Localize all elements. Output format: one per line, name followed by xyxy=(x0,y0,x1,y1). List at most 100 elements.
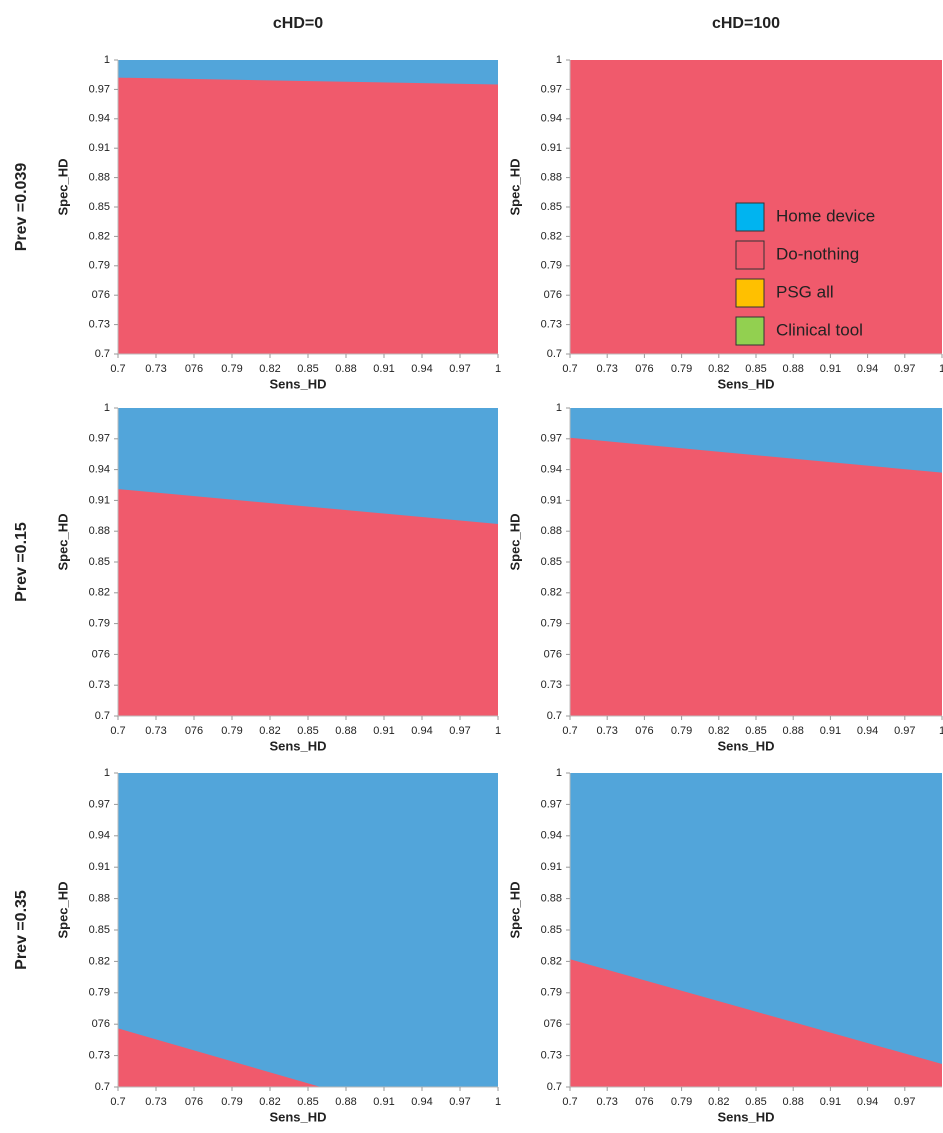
y-tick-label: 0.82 xyxy=(541,955,562,967)
y-tick-label: 0.88 xyxy=(89,172,110,184)
x-tick-label: 0.91 xyxy=(820,363,841,375)
x-axis-label: Sens_HD xyxy=(269,738,326,753)
y-tick-label: 0.97 xyxy=(541,433,562,445)
x-tick-label: 0.91 xyxy=(373,363,394,375)
x-tick-label: 1 xyxy=(495,1096,501,1108)
y-tick-label: 0.91 xyxy=(541,142,562,154)
y-tick-label: 076 xyxy=(92,289,110,301)
y-tick-label: 0.94 xyxy=(89,113,110,125)
x-tick-label: 0.73 xyxy=(145,725,166,737)
x-tick-label: 0.88 xyxy=(335,725,356,737)
y-tick-label: 1 xyxy=(104,54,110,66)
y-tick-label: 0.91 xyxy=(541,861,562,873)
legend-swatch xyxy=(735,278,765,308)
x-tick-label: 0.82 xyxy=(259,363,280,375)
y-axis-label: Spec_HD xyxy=(507,513,522,570)
y-tick-label: 0.79 xyxy=(541,987,562,999)
y-tick-label: 0.85 xyxy=(89,201,110,213)
x-tick-label: 0.85 xyxy=(297,1096,318,1108)
x-tick-label: 0.82 xyxy=(259,1096,280,1108)
y-tick-label: 0.88 xyxy=(541,893,562,905)
x-tick-label: 076 xyxy=(635,363,653,375)
y-tick-label: 0.94 xyxy=(541,830,562,842)
x-tick-label: 1 xyxy=(939,363,943,375)
y-tick-label: 0.7 xyxy=(547,348,562,360)
y-tick-label: 076 xyxy=(544,1018,562,1030)
y-tick-label: 0.85 xyxy=(89,924,110,936)
x-tick-label: 0.94 xyxy=(411,363,432,375)
legend-swatch xyxy=(735,240,765,270)
y-tick-label: 0.94 xyxy=(541,113,562,125)
y-tick-label: 076 xyxy=(544,648,562,660)
y-axis-label: Spec_HD xyxy=(55,881,70,938)
y-tick-label: 0.73 xyxy=(541,1050,562,1062)
y-tick-label: 0.7 xyxy=(95,1081,110,1093)
x-tick-label: 0.79 xyxy=(671,363,692,375)
y-tick-label: 076 xyxy=(544,289,562,301)
row-title: Prev =0.35 xyxy=(13,890,30,970)
x-tick-label: 0.94 xyxy=(411,1096,432,1108)
y-tick-label: 0.82 xyxy=(89,955,110,967)
y-tick-label: 0.79 xyxy=(89,987,110,999)
y-tick-label: 0.73 xyxy=(89,1050,110,1062)
x-tick-label: 076 xyxy=(635,725,653,737)
x-tick-label: 1 xyxy=(939,725,943,737)
x-tick-label: 0.73 xyxy=(596,363,617,375)
x-tick-label: 0.79 xyxy=(221,1096,242,1108)
y-tick-label: 0.79 xyxy=(89,260,110,272)
y-tick-label: 0.97 xyxy=(541,798,562,810)
y-tick-label: 0.82 xyxy=(89,230,110,242)
x-tick-label: 0.97 xyxy=(894,725,915,737)
y-tick-label: 0.88 xyxy=(89,893,110,905)
y-tick-label: 1 xyxy=(556,54,562,66)
x-tick-label: 0.88 xyxy=(782,1096,803,1108)
x-axis-label: Sens_HD xyxy=(269,1109,326,1124)
x-tick-label: 0.7 xyxy=(562,363,577,375)
x-tick-label: 0.79 xyxy=(221,725,242,737)
y-tick-label: 0.85 xyxy=(541,924,562,936)
x-tick-label: 076 xyxy=(185,363,203,375)
x-tick-label: 0.85 xyxy=(297,363,318,375)
y-tick-label: 0.7 xyxy=(95,710,110,722)
y-tick-label: 0.79 xyxy=(541,618,562,630)
y-axis-label: Spec_HD xyxy=(507,881,522,938)
do-nothing-region xyxy=(570,437,942,716)
y-tick-label: 0.73 xyxy=(89,319,110,331)
x-tick-label: 0.7 xyxy=(110,1096,125,1108)
x-tick-label: 1 xyxy=(495,363,501,375)
x-tick-label: 0.82 xyxy=(259,725,280,737)
y-axis-label: Spec_HD xyxy=(507,158,522,215)
x-tick-label: 0.73 xyxy=(145,363,166,375)
x-tick-label: 0.88 xyxy=(335,363,356,375)
y-tick-label: 0.94 xyxy=(89,830,110,842)
x-tick-label: 0.73 xyxy=(145,1096,166,1108)
x-tick-label: 0.82 xyxy=(708,1096,729,1108)
x-tick-label: 0.97 xyxy=(894,1096,915,1108)
x-tick-label: 0.85 xyxy=(745,725,766,737)
x-tick-label: 0.94 xyxy=(857,1096,878,1108)
x-tick-label: 0.88 xyxy=(782,363,803,375)
x-tick-label: 0.91 xyxy=(373,725,394,737)
legend-swatch xyxy=(735,202,765,232)
column-title: cHD=100 xyxy=(712,15,780,32)
y-tick-label: 0.85 xyxy=(541,201,562,213)
y-tick-label: 0.73 xyxy=(541,319,562,331)
home-device-region xyxy=(118,773,498,1087)
y-tick-label: 076 xyxy=(92,1018,110,1030)
x-tick-label: 0.94 xyxy=(857,725,878,737)
x-tick-label: 0.82 xyxy=(708,725,729,737)
x-axis-label: Sens_HD xyxy=(717,376,774,391)
do-nothing-region xyxy=(118,1028,498,1087)
x-tick-label: 0.79 xyxy=(671,725,692,737)
x-tick-label: 076 xyxy=(185,725,203,737)
x-tick-label: 0.82 xyxy=(708,363,729,375)
x-tick-label: 0.91 xyxy=(820,1096,841,1108)
y-tick-label: 1 xyxy=(104,767,110,779)
x-tick-label: 0.7 xyxy=(110,725,125,737)
x-tick-label: 0.97 xyxy=(449,363,470,375)
y-tick-label: 0.88 xyxy=(541,172,562,184)
x-tick-label: 0.94 xyxy=(411,725,432,737)
x-tick-label: 0.7 xyxy=(562,725,577,737)
x-tick-label: 0.85 xyxy=(297,725,318,737)
y-tick-label: 0.85 xyxy=(89,556,110,568)
